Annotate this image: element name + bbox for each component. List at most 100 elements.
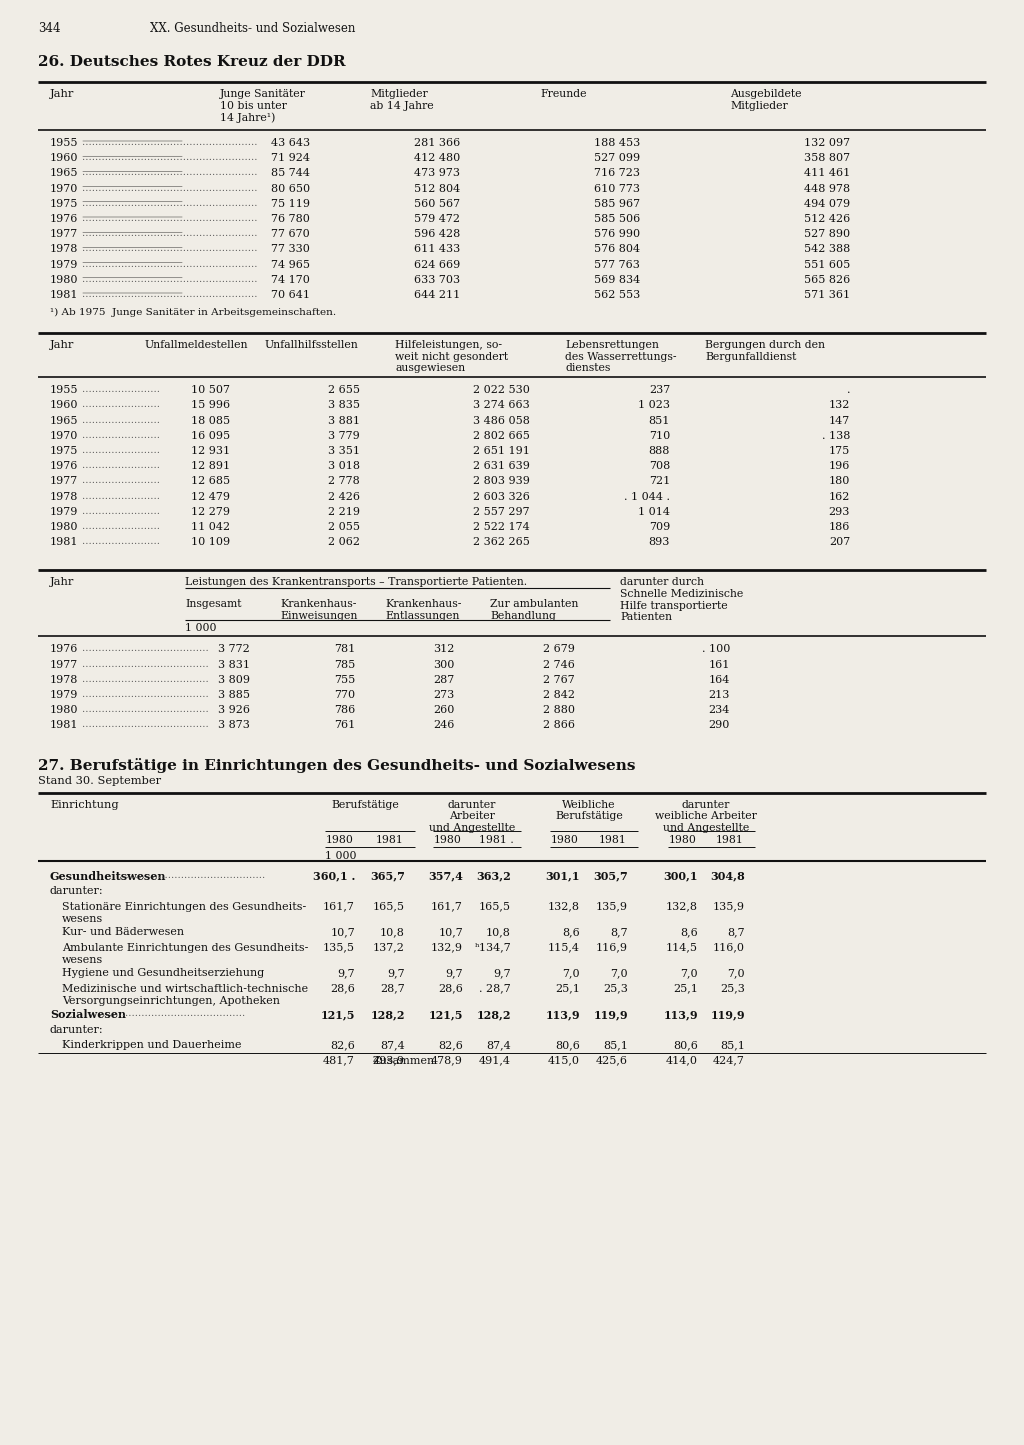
- Text: 565 826: 565 826: [804, 275, 850, 285]
- Text: 76 780: 76 780: [271, 214, 310, 224]
- Text: 1980: 1980: [434, 835, 462, 844]
- Text: 113,9: 113,9: [546, 1009, 580, 1020]
- Text: 196: 196: [828, 461, 850, 471]
- Text: darunter
Arbeiter
und Angestellte: darunter Arbeiter und Angestellte: [429, 799, 515, 832]
- Text: 119,9: 119,9: [711, 1009, 745, 1020]
- Text: 1978: 1978: [50, 675, 79, 685]
- Text: 542 388: 542 388: [804, 244, 850, 254]
- Text: 287: 287: [434, 675, 455, 685]
- Text: 1975: 1975: [50, 199, 79, 208]
- Text: Jahr: Jahr: [50, 90, 75, 100]
- Text: 2 679: 2 679: [543, 644, 575, 655]
- Text: 2 522 174: 2 522 174: [473, 522, 530, 532]
- Text: 2 062: 2 062: [328, 538, 360, 548]
- Text: darunter durch
Schnelle Medizinische
Hilfe transportierte
Patienten: darunter durch Schnelle Medizinische Hil…: [620, 578, 743, 623]
- Text: 473 973: 473 973: [414, 169, 460, 178]
- Text: 9,7: 9,7: [337, 968, 355, 978]
- Text: ………………………………………………: ………………………………………………: [82, 199, 257, 208]
- Text: ………………………………………………: ………………………………………………: [82, 275, 257, 283]
- Text: 2 022 530: 2 022 530: [473, 386, 530, 394]
- Text: 8,7: 8,7: [610, 928, 628, 938]
- Text: …………………………………: …………………………………: [82, 644, 209, 653]
- Text: 80,6: 80,6: [555, 1040, 580, 1051]
- Text: 3 018: 3 018: [328, 461, 360, 471]
- Text: Jahr: Jahr: [50, 340, 75, 350]
- Text: 644 211: 644 211: [414, 290, 460, 301]
- Text: 74 170: 74 170: [271, 275, 310, 285]
- Text: 888: 888: [648, 447, 670, 457]
- Text: 1977: 1977: [50, 230, 78, 240]
- Text: 755: 755: [334, 675, 355, 685]
- Text: 82,6: 82,6: [330, 1040, 355, 1051]
- Text: 1979: 1979: [50, 507, 79, 517]
- Text: 3 831: 3 831: [218, 659, 250, 669]
- Text: darunter:: darunter:: [50, 886, 103, 896]
- Text: 180: 180: [828, 477, 850, 487]
- Text: 2 880: 2 880: [543, 705, 575, 715]
- Text: 175: 175: [828, 447, 850, 457]
- Text: 357,4: 357,4: [428, 870, 463, 881]
- Text: 494 079: 494 079: [804, 199, 850, 208]
- Text: 2 631 639: 2 631 639: [473, 461, 530, 471]
- Text: 1976: 1976: [50, 461, 79, 471]
- Text: 10,7: 10,7: [438, 928, 463, 938]
- Text: Insgesamt: Insgesamt: [185, 600, 242, 610]
- Text: 1965: 1965: [50, 169, 79, 178]
- Text: 1977: 1977: [50, 477, 78, 487]
- Text: 560 567: 560 567: [414, 199, 460, 208]
- Text: 161: 161: [709, 659, 730, 669]
- Text: ……………………: ……………………: [82, 522, 160, 530]
- Text: 77 330: 77 330: [271, 244, 310, 254]
- Text: 512 426: 512 426: [804, 214, 850, 224]
- Text: ………………………………………………: ………………………………………………: [82, 184, 257, 192]
- Text: 74 965: 74 965: [271, 260, 310, 270]
- Text: 82,6: 82,6: [438, 1040, 463, 1051]
- Text: 114,5: 114,5: [666, 942, 698, 952]
- Text: 87,4: 87,4: [380, 1040, 406, 1051]
- Text: 10,8: 10,8: [486, 928, 511, 938]
- Text: 1981: 1981: [716, 835, 744, 844]
- Text: 1980: 1980: [551, 835, 579, 844]
- Text: 132 097: 132 097: [804, 139, 850, 147]
- Text: 1980: 1980: [50, 275, 79, 285]
- Text: 893: 893: [648, 538, 670, 548]
- Text: ¹) Ab 1975  Junge Sanitäter in Arbeitsgemeinschaften.: ¹) Ab 1975 Junge Sanitäter in Arbeitsgem…: [50, 308, 336, 318]
- Text: Unfallmeldestellen: Unfallmeldestellen: [145, 340, 249, 350]
- Text: Hilfeleistungen, so-
weit nicht gesondert
ausgewiesen: Hilfeleistungen, so- weit nicht gesonder…: [395, 340, 508, 373]
- Text: 1981: 1981: [599, 835, 627, 844]
- Text: 611 433: 611 433: [414, 244, 460, 254]
- Text: 25,3: 25,3: [603, 984, 628, 994]
- Text: 3 873: 3 873: [218, 721, 250, 730]
- Text: 1976: 1976: [50, 214, 79, 224]
- Text: 363,2: 363,2: [476, 870, 511, 881]
- Text: 161,7: 161,7: [324, 902, 355, 912]
- Text: ʰ134,7: ʰ134,7: [474, 942, 511, 952]
- Text: 448 978: 448 978: [804, 184, 850, 194]
- Text: XX. Gesundheits- und Sozialwesen: XX. Gesundheits- und Sozialwesen: [150, 22, 355, 35]
- Text: darunter:: darunter:: [50, 1025, 103, 1035]
- Text: 786: 786: [334, 705, 355, 715]
- Text: 481,7: 481,7: [324, 1056, 355, 1065]
- Text: 527 099: 527 099: [594, 153, 640, 163]
- Text: 87,4: 87,4: [486, 1040, 511, 1051]
- Text: 15 996: 15 996: [190, 400, 230, 410]
- Text: ………………………………………………: ………………………………………………: [82, 214, 257, 223]
- Text: ……………………: ……………………: [82, 477, 160, 486]
- Text: 577 763: 577 763: [594, 260, 640, 270]
- Text: 135,9: 135,9: [713, 902, 745, 912]
- Text: Krankenhaus-
Einweisungen: Krankenhaus- Einweisungen: [280, 600, 357, 621]
- Text: 10 109: 10 109: [190, 538, 230, 548]
- Text: 135,9: 135,9: [596, 902, 628, 912]
- Text: 2 426: 2 426: [328, 491, 360, 501]
- Text: Jahr: Jahr: [50, 578, 75, 588]
- Text: 781: 781: [334, 644, 355, 655]
- Text: 237: 237: [649, 386, 670, 394]
- Text: 128,2: 128,2: [371, 1009, 406, 1020]
- Text: 3 779: 3 779: [329, 431, 360, 441]
- Text: darunter
weibliche Arbeiter
und Angestellte: darunter weibliche Arbeiter und Angestel…: [655, 799, 757, 832]
- Text: 9,7: 9,7: [387, 968, 406, 978]
- Text: ………………………………………………: ………………………………………………: [82, 139, 257, 147]
- Text: 1 000: 1 000: [325, 851, 356, 861]
- Text: 85,1: 85,1: [603, 1040, 628, 1051]
- Text: ……………………: ……………………: [82, 416, 160, 425]
